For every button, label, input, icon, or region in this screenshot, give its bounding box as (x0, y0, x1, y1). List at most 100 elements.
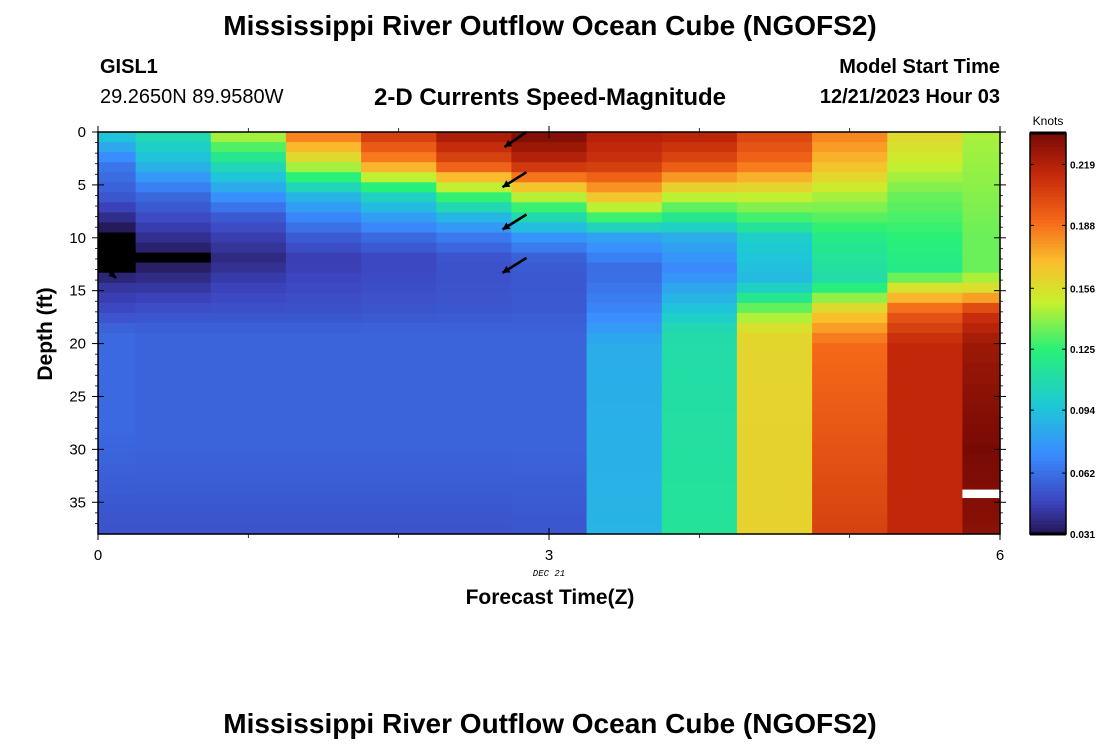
heatmap-cell (661, 272, 738, 284)
heatmap-cell (436, 433, 513, 445)
heatmap-cell (436, 252, 513, 264)
heatmap-cell (586, 524, 663, 535)
heatmap-cell (361, 182, 437, 193)
heatmap-cell (285, 363, 362, 374)
heatmap-cell (285, 433, 362, 445)
heatmap-cell (511, 443, 588, 455)
colorbar-segment (1030, 253, 1066, 258)
colorbar-segment (1030, 390, 1066, 395)
heatmap-cell (135, 383, 212, 394)
colorbar-tick-label: 0.031 (1070, 530, 1095, 541)
heatmap-cell (511, 393, 588, 404)
heatmap-cell (436, 343, 513, 354)
heatmap-cell (511, 503, 588, 515)
heatmap-cell (135, 363, 212, 374)
heatmap-cell (361, 222, 437, 234)
heatmap-cell (210, 333, 287, 344)
heatmap-cell (736, 383, 813, 394)
heatmap-cell (436, 292, 513, 304)
heatmap-cell (812, 323, 888, 334)
heatmap-cell (887, 473, 964, 485)
heatmap-cell (436, 132, 513, 143)
heatmap-cell (210, 323, 287, 334)
heatmap-cell (511, 423, 588, 435)
heatmap-cell (285, 403, 362, 414)
colorbar-segment (1030, 276, 1066, 281)
heatmap-cell (210, 142, 287, 153)
heatmap-cell (962, 393, 1001, 404)
heatmap-cell (436, 272, 513, 284)
heatmap-cell (736, 302, 813, 314)
heatmap-cell (436, 483, 513, 495)
heatmap-cell (586, 262, 663, 274)
y-tick-label: 5 (78, 177, 86, 194)
heatmap-cell (436, 222, 513, 234)
heatmap-cells (98, 132, 1001, 535)
heatmap-cell (962, 242, 1001, 254)
heatmap-cell (285, 242, 362, 254)
heatmap-cell (586, 292, 663, 304)
colorbar-segment (1030, 343, 1066, 348)
heatmap-cell (661, 463, 738, 475)
heatmap-cell (361, 343, 437, 354)
heatmap-cell (210, 222, 287, 234)
colorbar-segment (1030, 149, 1066, 154)
colorbar-segment (1030, 286, 1066, 291)
heatmap-cell (210, 343, 287, 354)
heatmap-cell (887, 403, 964, 414)
heatmap-cell (887, 252, 964, 264)
heatmap-cell (210, 282, 287, 294)
heatmap-cell (285, 373, 362, 384)
colorbar-segment (1030, 159, 1066, 164)
heatmap-cell (98, 272, 137, 284)
heatmap-cell (661, 423, 738, 435)
heatmap-cell (135, 473, 212, 485)
heatmap-cell (98, 403, 137, 414)
heatmap-cell (812, 152, 888, 163)
heatmap-cell (361, 232, 437, 244)
heatmap-cell (887, 493, 964, 505)
heatmap-cell (736, 333, 813, 344)
heatmap-cell (210, 182, 287, 193)
heatmap-cell (210, 423, 287, 435)
heatmap-cell (285, 333, 362, 344)
heatmap-cell (361, 363, 437, 374)
heatmap-cell (285, 353, 362, 364)
heatmap-cell (210, 483, 287, 495)
vector-arrowhead (502, 180, 511, 188)
heatmap-cell (962, 383, 1001, 394)
heatmap-cell (436, 212, 513, 224)
heatmap-cell (887, 282, 964, 294)
heatmap-cell (210, 403, 287, 414)
heatmap-cell (361, 132, 437, 143)
heatmap-cell (736, 312, 813, 324)
heatmap-cell (285, 463, 362, 475)
heatmap-cell (812, 162, 888, 173)
heatmap-cell (436, 312, 513, 324)
heatmap-cell (285, 513, 362, 525)
heatmap-cell (98, 493, 137, 505)
heatmap-cell (962, 302, 1001, 314)
colorbar-segment (1030, 353, 1066, 358)
heatmap-cell (736, 503, 813, 515)
heatmap-cell (661, 192, 738, 203)
heatmap-cell (210, 363, 287, 374)
heatmap-cell (511, 473, 588, 485)
heatmap-cell (285, 272, 362, 284)
chart-title: Mississippi River Outflow Ocean Cube (NG… (223, 10, 877, 41)
heatmap-cell (661, 443, 738, 455)
colorbar-segment (1030, 156, 1066, 161)
colorbar-segment (1030, 467, 1066, 472)
heatmap-cell (511, 282, 588, 294)
heatmap-cell (887, 513, 964, 525)
heatmap-cell (135, 202, 212, 213)
heatmap-cell (210, 453, 287, 465)
heatmap-cell (812, 262, 888, 274)
heatmap-cell (436, 142, 513, 153)
colorbar-segment (1030, 139, 1066, 144)
heatmap-cell (586, 323, 663, 334)
colorbar-segment (1030, 300, 1066, 304)
heatmap-cell (736, 152, 813, 163)
heatmap-cell (586, 433, 663, 445)
heatmap-cell (586, 312, 663, 324)
